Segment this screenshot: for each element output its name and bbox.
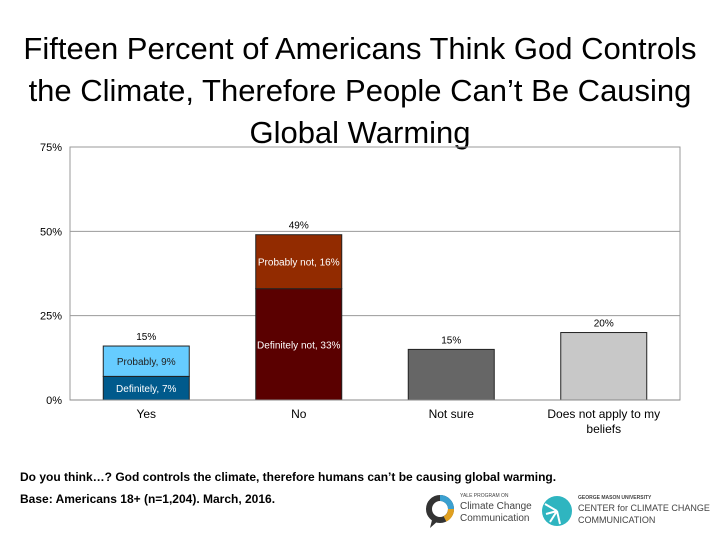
bar-total-label: 15% <box>136 332 156 343</box>
chart-title: Fifteen Percent of Americans Think God C… <box>23 31 697 150</box>
x-tick-label: No <box>291 407 307 421</box>
segment-label: Definitely not, 33% <box>257 340 340 351</box>
gmu-logo: GEORGE MASON UNIVERSITY CENTER for CLIMA… <box>540 492 720 532</box>
bar-segment <box>407 348 495 401</box>
gmu-line2: COMMUNICATION <box>578 515 656 525</box>
base-text: Base: Americans 18+ (n=1,204). March, 20… <box>20 492 276 506</box>
bar-segment <box>255 234 343 290</box>
segment-label: Definitely, 7% <box>116 384 177 395</box>
segment-label: Probably not, 16% <box>258 258 340 269</box>
yale-line1: Climate Change <box>460 501 532 512</box>
bar-segment <box>560 332 648 401</box>
y-tick-label: 0% <box>46 395 62 407</box>
y-tick-label: 25% <box>40 311 62 323</box>
gmu-shell-icon <box>542 496 572 526</box>
bar-total-label: 49% <box>289 221 309 232</box>
x-tick-label: Does not apply to my beliefs <box>547 407 660 436</box>
y-tick-label: 50% <box>40 226 62 238</box>
yale-logo: YALE PROGRAM ON Climate Change Communica… <box>425 492 535 532</box>
y-tick-label: 75% <box>40 142 62 154</box>
bar-segment <box>102 345 190 377</box>
yale-small-text: YALE PROGRAM ON <box>460 493 509 499</box>
gmu-line1: CENTER for CLIMATE CHANGE <box>578 503 710 513</box>
bar-total-label: 15% <box>441 335 461 346</box>
x-tick-label: Yes <box>136 407 156 421</box>
x-tick-label: Not sure <box>429 407 475 421</box>
question-text: Do you think…? God controls the climate,… <box>20 470 557 484</box>
stacked-bar-chart: 0% 25% 50% 75% Definitely, 7% Probably, 9% 15%… <box>40 142 681 436</box>
segment-label: Probably, 9% <box>117 357 176 368</box>
yale-line2: Communication <box>460 513 530 524</box>
bar-total-label: 20% <box>594 319 614 330</box>
yale-speech-bubble-icon <box>426 495 454 528</box>
gmu-small-text: GEORGE MASON UNIVERSITY <box>578 495 652 501</box>
